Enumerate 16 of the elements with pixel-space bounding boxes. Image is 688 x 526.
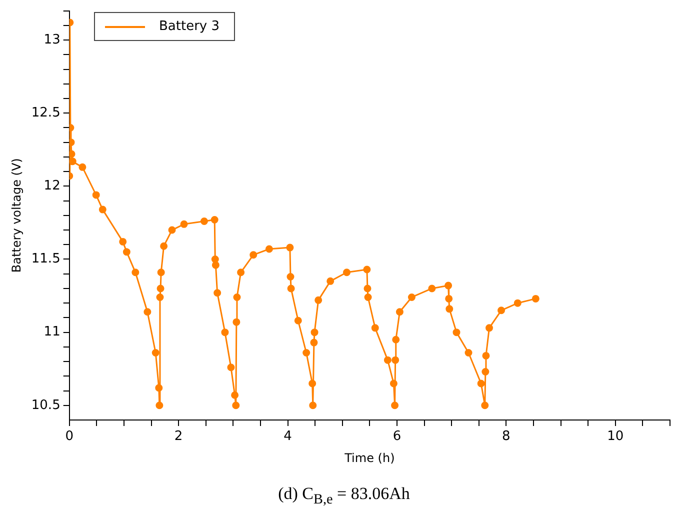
x-tick-label: 0	[65, 429, 74, 444]
x-tick-label: 8	[502, 429, 510, 444]
y-tick-label: 10.5	[31, 398, 60, 413]
x-axis-title: Time (h)	[344, 450, 395, 465]
legend-label: Battery 3	[159, 19, 220, 34]
x-tick-label: 10	[607, 429, 624, 444]
y-tick-label: 11	[44, 324, 60, 340]
x-tick-label: 2	[174, 429, 183, 444]
y-axis-title: Battery voltage (V)	[9, 158, 24, 273]
y-tick-label: 11.5	[31, 252, 60, 267]
y-tick-label: 13	[44, 32, 60, 48]
x-tick-label: 6	[392, 429, 402, 444]
x-tick-label: 4	[284, 429, 292, 444]
y-tick-label: 12.5	[31, 105, 60, 120]
y-tick-label: 12	[44, 178, 60, 194]
text: (d) C$_{B,e}$ = 83.06Ah	[277, 484, 411, 508]
